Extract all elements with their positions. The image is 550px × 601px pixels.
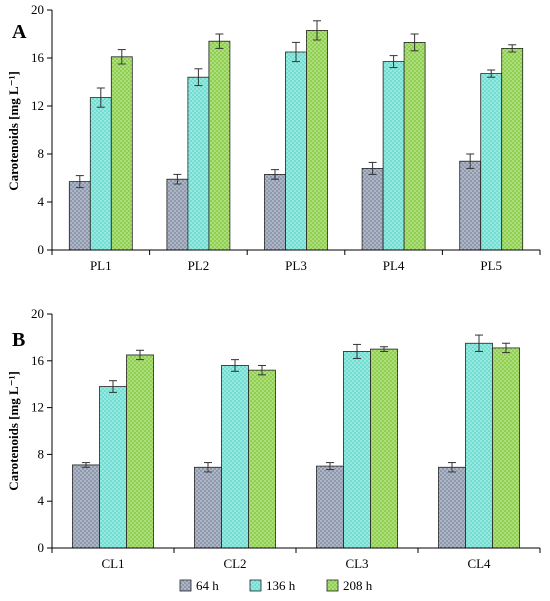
y-tick-label: 16 [31,50,45,65]
bar [248,369,276,549]
bar [459,160,482,251]
y-tick-label: 20 [31,306,44,321]
bar [194,466,222,549]
bar [361,167,384,251]
legend-label: 64 h [196,578,219,593]
bar [221,365,249,549]
bar [68,181,91,251]
bar [166,178,189,251]
legend-swatch [326,579,339,592]
bar [403,42,426,251]
x-ticks-b: CL1 CL2 CL3 CL4 [51,548,541,571]
bar [316,465,344,549]
x-tick-label: CL2 [223,556,246,571]
x-tick-label: PL3 [285,258,307,273]
bar [480,73,503,251]
bar [382,61,405,251]
x-tick-label: PL4 [383,258,405,273]
x-tick-label: CL3 [345,556,368,571]
bar [343,351,371,549]
y-tick-label: 8 [38,446,45,461]
legend-swatch [179,579,192,592]
panel-label-a: A [12,21,27,43]
y-ticks-b: 0 4 8 12 16 20 [31,306,52,555]
bar [306,29,328,251]
bars-a [68,20,524,251]
bar [492,347,520,549]
legend: 64 h 136 h 208 h [179,578,373,593]
x-tick-label: PL5 [480,258,502,273]
x-tick-label: CL4 [467,556,491,571]
bar [438,466,466,549]
bar [110,56,133,251]
x-tick-label: PL1 [90,258,112,273]
bar [370,348,398,549]
legend-swatch [249,579,262,592]
y-axis-label-b: Carotenoids [mg L⁻¹] [6,371,21,491]
y-tick-label: 8 [38,146,45,161]
y-axis-label-a: Carotenoids [mg L⁻¹] [6,71,21,191]
x-tick-label: PL2 [188,258,210,273]
bar [126,354,154,549]
legend-label: 136 h [266,578,296,593]
y-tick-label: 16 [31,353,45,368]
y-tick-label: 0 [38,242,45,257]
y-tick-label: 0 [38,540,45,555]
panel-label-b: B [12,329,25,351]
y-tick-label: 12 [31,98,44,113]
y-ticks-a: 0 4 8 12 16 20 [31,2,52,257]
y-tick-label: 4 [38,194,45,209]
y-tick-label: 12 [31,400,44,415]
bar [89,97,112,251]
bar [72,464,100,549]
bar [285,51,307,251]
bar [187,76,210,251]
bars-b [72,334,520,549]
x-tick-label: CL1 [101,556,124,571]
bar [208,40,231,251]
y-tick-label: 20 [31,2,44,17]
x-ticks-a: PL1 PL2 PL3 PL4 PL5 [51,250,541,273]
bar [99,386,127,549]
bar [264,173,286,251]
bar [501,48,524,251]
y-tick-label: 4 [38,493,45,508]
bar [465,342,493,549]
legend-label: 208 h [343,578,373,593]
